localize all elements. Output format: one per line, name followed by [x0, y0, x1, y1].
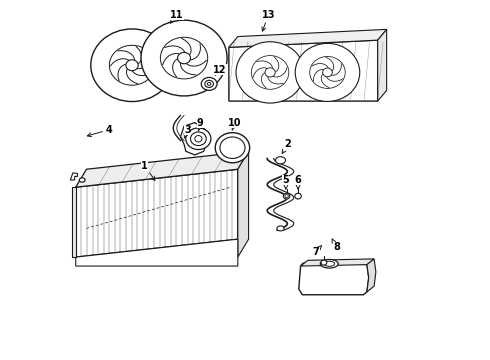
Text: 11: 11	[170, 10, 184, 23]
Text: 13: 13	[262, 10, 275, 31]
Ellipse shape	[160, 37, 208, 79]
Polygon shape	[229, 40, 378, 101]
Text: 9: 9	[197, 118, 203, 131]
Ellipse shape	[265, 68, 275, 77]
Polygon shape	[71, 173, 77, 180]
Text: 12: 12	[213, 64, 227, 75]
Ellipse shape	[321, 260, 327, 265]
Ellipse shape	[207, 82, 211, 85]
Ellipse shape	[186, 128, 211, 149]
Ellipse shape	[191, 132, 206, 145]
Ellipse shape	[275, 157, 286, 164]
Polygon shape	[238, 151, 248, 257]
Ellipse shape	[195, 135, 202, 142]
Polygon shape	[76, 239, 238, 266]
Text: 6: 6	[294, 175, 301, 189]
Ellipse shape	[285, 195, 289, 198]
Text: 7: 7	[313, 246, 321, 257]
Ellipse shape	[177, 53, 191, 64]
Ellipse shape	[322, 68, 332, 77]
Ellipse shape	[79, 178, 85, 182]
Ellipse shape	[236, 42, 304, 103]
Ellipse shape	[109, 45, 155, 85]
Text: 5: 5	[283, 175, 289, 189]
Polygon shape	[299, 262, 368, 295]
Ellipse shape	[283, 193, 290, 199]
Ellipse shape	[215, 133, 250, 163]
Ellipse shape	[324, 261, 335, 266]
Polygon shape	[300, 259, 374, 266]
Text: 4: 4	[87, 125, 112, 137]
Text: 10: 10	[227, 118, 241, 131]
Text: 1: 1	[141, 161, 155, 180]
Ellipse shape	[277, 226, 284, 231]
Ellipse shape	[201, 77, 217, 90]
Text: 2: 2	[282, 139, 292, 153]
Polygon shape	[378, 30, 387, 101]
Polygon shape	[180, 123, 207, 155]
Ellipse shape	[310, 57, 345, 89]
Polygon shape	[72, 187, 76, 257]
Ellipse shape	[251, 55, 289, 89]
Ellipse shape	[205, 80, 214, 87]
Text: 3: 3	[184, 125, 191, 138]
Ellipse shape	[126, 60, 138, 71]
Polygon shape	[76, 169, 238, 257]
Ellipse shape	[141, 20, 227, 96]
Ellipse shape	[220, 137, 245, 158]
Ellipse shape	[320, 260, 338, 268]
Ellipse shape	[295, 43, 360, 102]
Polygon shape	[76, 151, 248, 187]
Ellipse shape	[295, 193, 301, 199]
Text: 8: 8	[332, 239, 340, 252]
Ellipse shape	[91, 29, 173, 102]
Polygon shape	[229, 30, 387, 47]
Polygon shape	[367, 259, 376, 292]
